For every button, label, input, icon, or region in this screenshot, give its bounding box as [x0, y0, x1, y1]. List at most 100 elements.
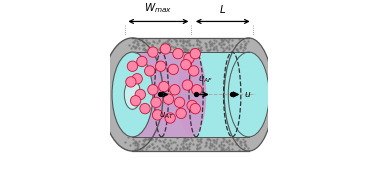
Point — [152, 139, 158, 142]
Point — [140, 138, 146, 141]
Point — [172, 38, 178, 41]
Point — [126, 44, 132, 47]
Point — [220, 140, 226, 143]
Point — [198, 138, 204, 141]
Point — [214, 46, 220, 49]
Point — [180, 46, 186, 49]
Point — [206, 146, 212, 148]
Circle shape — [174, 97, 185, 107]
Point — [162, 146, 168, 148]
Point — [220, 137, 226, 139]
Circle shape — [152, 110, 163, 120]
Circle shape — [190, 103, 200, 114]
Point — [156, 47, 163, 50]
Point — [194, 137, 200, 140]
Point — [186, 38, 192, 41]
Point — [166, 38, 172, 41]
Point — [160, 47, 166, 50]
Point — [237, 139, 243, 142]
Point — [233, 138, 239, 141]
Point — [237, 45, 243, 47]
Point — [165, 38, 171, 41]
Point — [213, 45, 219, 47]
Point — [127, 144, 133, 147]
Point — [139, 143, 146, 145]
Point — [224, 46, 230, 49]
Point — [203, 42, 209, 45]
Point — [205, 48, 211, 51]
Point — [211, 46, 217, 49]
Point — [196, 43, 202, 46]
Point — [162, 138, 168, 140]
Point — [220, 144, 226, 147]
Ellipse shape — [178, 52, 206, 137]
Point — [194, 144, 200, 147]
Point — [182, 47, 188, 49]
Point — [243, 42, 249, 44]
Point — [196, 143, 202, 146]
Point — [137, 39, 143, 42]
Bar — [132, 52, 192, 137]
Circle shape — [190, 49, 200, 59]
Point — [140, 146, 146, 149]
Point — [154, 144, 160, 147]
Point — [156, 139, 163, 142]
Point — [141, 140, 147, 142]
Point — [141, 47, 147, 49]
Circle shape — [176, 108, 186, 118]
Point — [198, 141, 204, 144]
Point — [209, 44, 215, 46]
Point — [163, 43, 169, 46]
Point — [184, 48, 190, 51]
Point — [143, 138, 149, 140]
Point — [149, 138, 155, 141]
Point — [238, 143, 244, 146]
Point — [185, 48, 191, 51]
Point — [225, 146, 231, 148]
Point — [146, 138, 152, 140]
Point — [143, 49, 149, 51]
Point — [125, 135, 131, 138]
Point — [195, 40, 201, 43]
Point — [137, 147, 143, 150]
Bar — [132, 52, 249, 137]
Point — [134, 147, 140, 150]
Point — [245, 146, 251, 149]
Point — [146, 41, 152, 44]
Point — [220, 42, 226, 45]
Point — [162, 49, 168, 51]
Point — [216, 145, 222, 148]
Point — [197, 138, 203, 140]
Point — [136, 47, 142, 50]
Point — [139, 38, 145, 41]
Point — [216, 41, 222, 44]
Point — [223, 148, 229, 151]
Point — [175, 50, 181, 52]
Point — [229, 143, 235, 146]
Point — [156, 40, 162, 43]
Point — [143, 147, 149, 150]
Point — [203, 140, 209, 143]
Point — [211, 139, 217, 141]
Circle shape — [187, 100, 197, 111]
Point — [208, 42, 214, 45]
Point — [132, 38, 138, 41]
Point — [184, 41, 190, 44]
Point — [132, 142, 138, 145]
Point — [159, 143, 165, 146]
Ellipse shape — [102, 38, 163, 151]
Point — [202, 42, 208, 45]
Point — [156, 139, 162, 141]
Point — [177, 39, 183, 42]
Point — [194, 39, 200, 42]
Point — [207, 141, 213, 144]
Point — [177, 147, 183, 150]
Point — [141, 143, 147, 146]
Point — [242, 47, 248, 50]
Point — [181, 48, 187, 51]
Point — [197, 139, 203, 142]
Point — [217, 42, 223, 45]
Point — [218, 40, 224, 43]
Circle shape — [159, 81, 169, 92]
Point — [180, 142, 186, 144]
